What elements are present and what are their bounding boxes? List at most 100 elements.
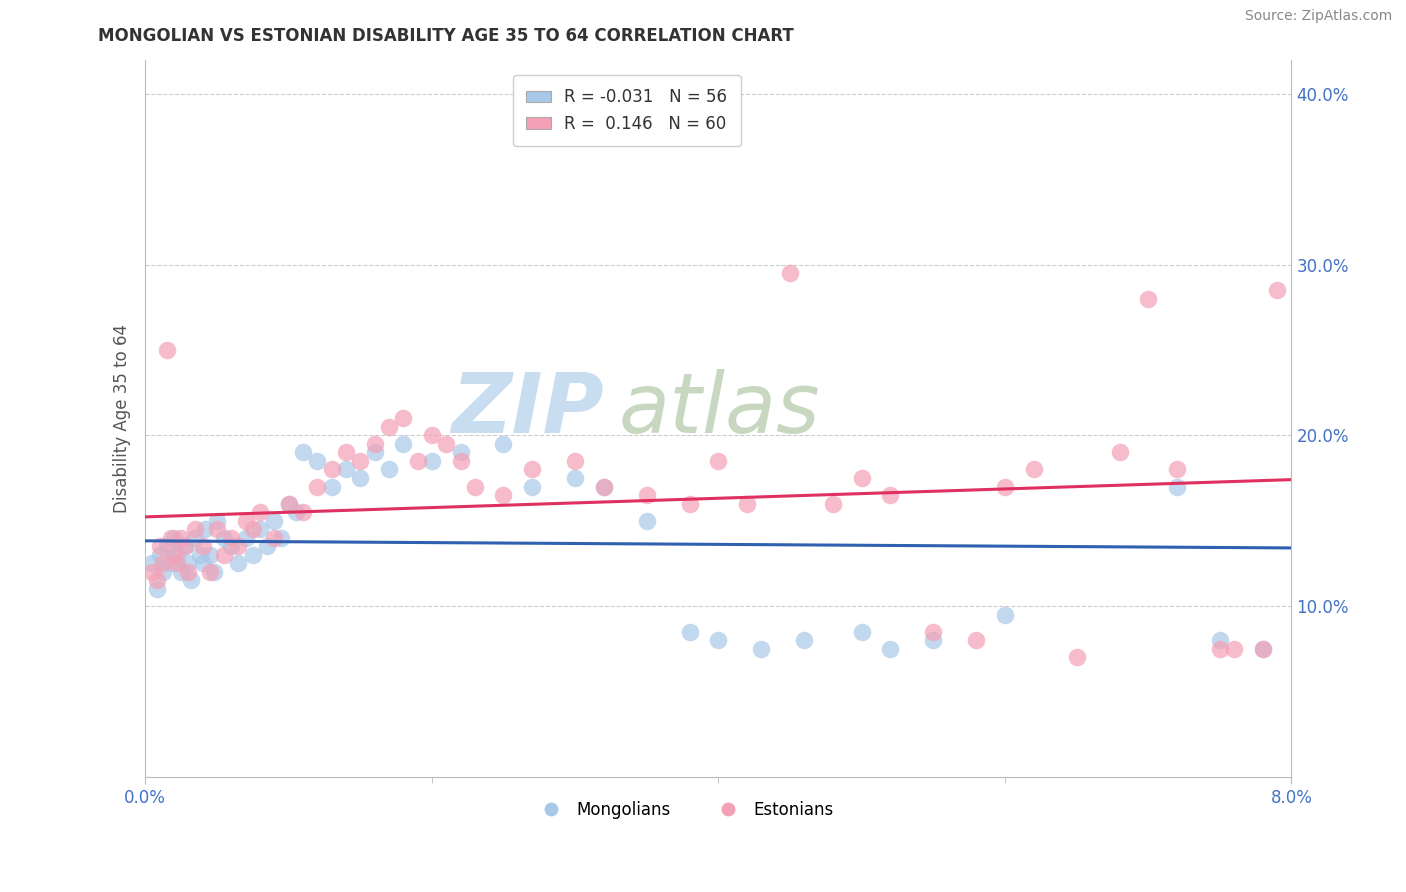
Point: [174, 539, 197, 553]
Point: [291, 445, 314, 459]
Point: [636, 488, 658, 502]
Point: [520, 479, 543, 493]
Point: [492, 437, 515, 451]
Point: [1251, 641, 1274, 656]
Point: [141, 565, 163, 579]
Point: [450, 454, 472, 468]
Point: [851, 471, 873, 485]
Point: [202, 565, 225, 579]
Point: [879, 488, 901, 502]
Point: [1166, 479, 1188, 493]
Point: [152, 565, 174, 579]
Point: [1209, 641, 1232, 656]
Point: [170, 531, 193, 545]
Point: [198, 565, 221, 579]
Point: [194, 522, 217, 536]
Point: [321, 462, 343, 476]
Point: [1251, 641, 1274, 656]
Point: [564, 471, 586, 485]
Point: [679, 624, 702, 639]
Point: [284, 505, 307, 519]
Point: [321, 479, 343, 493]
Point: [821, 497, 844, 511]
Point: [922, 633, 945, 648]
Point: [793, 633, 815, 648]
Legend: Mongolians, Estonians: Mongolians, Estonians: [527, 795, 841, 826]
Point: [851, 624, 873, 639]
Point: [592, 479, 614, 493]
Point: [564, 454, 586, 468]
Point: [592, 479, 614, 493]
Point: [180, 574, 202, 588]
Point: [160, 557, 183, 571]
Point: [335, 462, 357, 476]
Point: [149, 548, 172, 562]
Point: [363, 437, 385, 451]
Point: [349, 471, 371, 485]
Point: [174, 539, 197, 553]
Point: [420, 428, 443, 442]
Point: [146, 574, 169, 588]
Point: [242, 548, 264, 562]
Point: [212, 531, 235, 545]
Point: [188, 548, 211, 562]
Point: [184, 531, 207, 545]
Point: [420, 454, 443, 468]
Point: [378, 419, 401, 434]
Point: [152, 557, 174, 571]
Point: [349, 454, 371, 468]
Point: [879, 641, 901, 656]
Point: [242, 522, 264, 536]
Point: [249, 522, 271, 536]
Point: [291, 505, 314, 519]
Point: [263, 514, 285, 528]
Point: [751, 641, 773, 656]
Point: [219, 539, 242, 553]
Point: [434, 437, 457, 451]
Point: [1066, 650, 1088, 665]
Point: [212, 548, 235, 562]
Point: [166, 548, 188, 562]
Text: Source: ZipAtlas.com: Source: ZipAtlas.com: [1244, 9, 1392, 23]
Point: [994, 607, 1017, 622]
Point: [146, 582, 169, 596]
Point: [277, 497, 299, 511]
Point: [464, 479, 486, 493]
Point: [492, 488, 515, 502]
Point: [235, 514, 257, 528]
Point: [256, 539, 278, 553]
Point: [184, 522, 207, 536]
Point: [170, 565, 193, 579]
Point: [1022, 462, 1045, 476]
Point: [520, 462, 543, 476]
Text: ZIP: ZIP: [451, 369, 603, 450]
Point: [177, 557, 200, 571]
Point: [392, 437, 415, 451]
Point: [392, 411, 415, 425]
Point: [307, 479, 329, 493]
Point: [156, 343, 179, 357]
Point: [249, 505, 271, 519]
Point: [160, 531, 183, 545]
Point: [1137, 292, 1160, 306]
Point: [149, 539, 172, 553]
Point: [707, 633, 730, 648]
Point: [205, 522, 228, 536]
Point: [335, 445, 357, 459]
Point: [177, 565, 200, 579]
Point: [228, 557, 250, 571]
Point: [1209, 633, 1232, 648]
Point: [636, 514, 658, 528]
Point: [450, 445, 472, 459]
Point: [156, 539, 179, 553]
Point: [198, 548, 221, 562]
Point: [163, 531, 186, 545]
Point: [191, 557, 214, 571]
Point: [707, 454, 730, 468]
Point: [735, 497, 758, 511]
Point: [363, 445, 385, 459]
Point: [965, 633, 987, 648]
Y-axis label: Disability Age 35 to 64: Disability Age 35 to 64: [114, 324, 131, 513]
Point: [1108, 445, 1130, 459]
Point: [277, 497, 299, 511]
